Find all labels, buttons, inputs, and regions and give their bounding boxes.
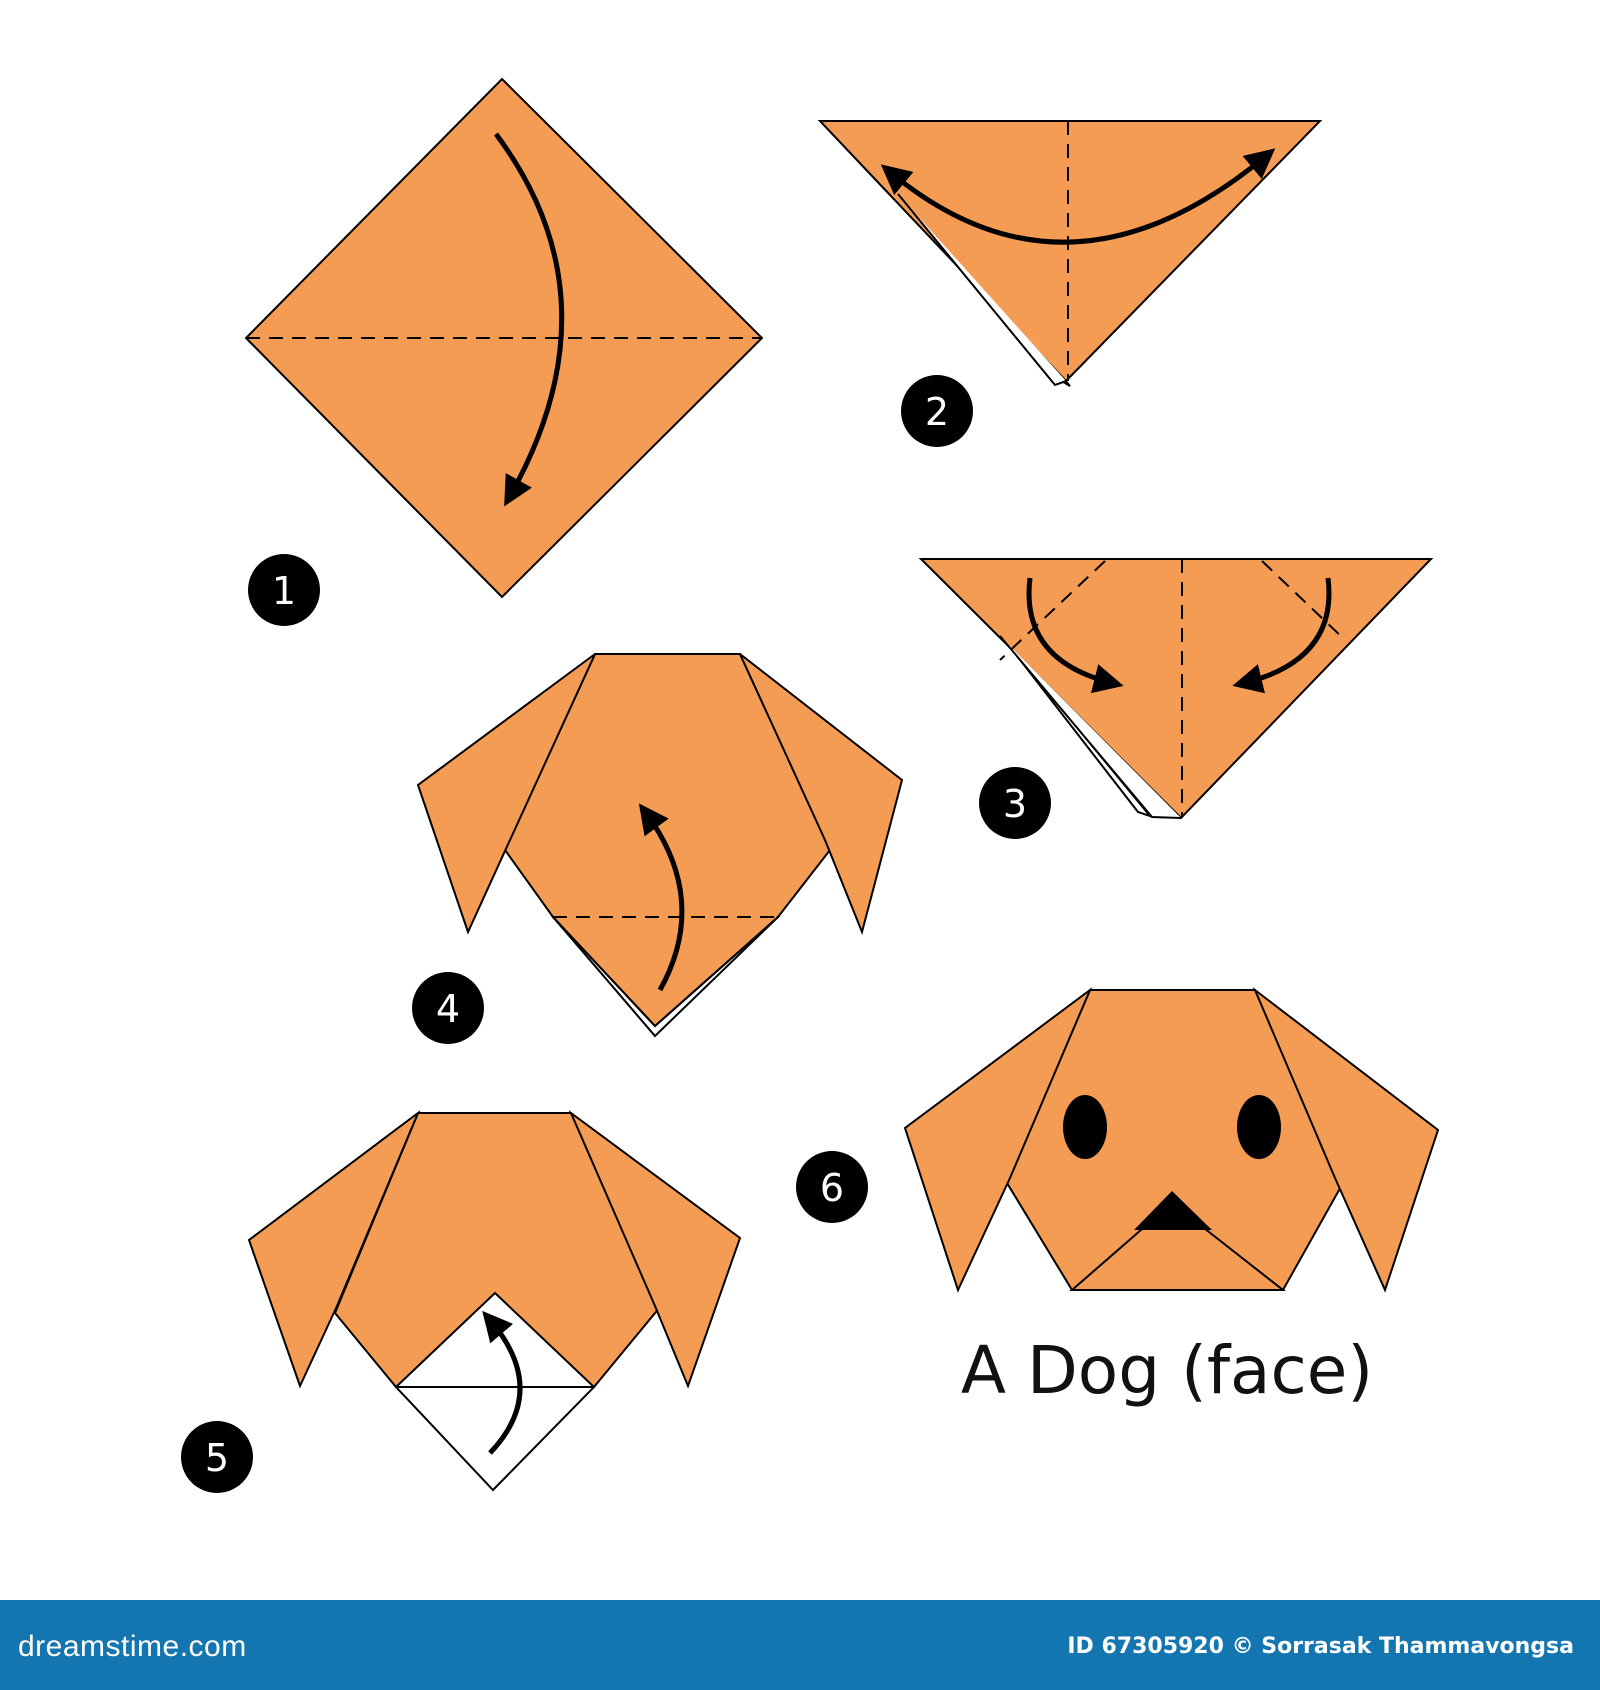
step-2-back-edge <box>897 193 1067 387</box>
footer-bar: dreamstime.com ID 67305920 © Sorrasak Th… <box>0 1600 1600 1690</box>
step-3-left-arrow <box>1026 577 1124 694</box>
step-3-back-edge <box>999 635 1182 819</box>
step-3-right-fold <box>1261 560 1346 641</box>
step-1: 1 <box>244 77 764 626</box>
step-2-badge <box>901 375 973 447</box>
step-1-fold-arrow <box>493 132 565 507</box>
step-1-badge <box>248 554 320 626</box>
step-5: 5 <box>181 1109 742 1493</box>
step-3-left-fold <box>999 560 1106 661</box>
step-5-right-ear <box>568 1109 742 1389</box>
step-2-paper-triangle <box>817 120 1323 383</box>
step-3-number: 3 <box>1003 782 1027 826</box>
diagram-title: A Dog (face) <box>961 1332 1373 1409</box>
step-6: 6 <box>796 986 1440 1293</box>
step-3-right-arrow <box>1232 577 1332 694</box>
step-6-badge <box>796 1151 868 1223</box>
step-4-left-ear <box>416 653 596 935</box>
footer-brand[interactable]: dreamstime.com <box>18 1630 247 1663</box>
step-6-nose <box>1134 1191 1212 1230</box>
step-4-right-ear <box>739 653 904 936</box>
step-2-number: 2 <box>925 390 949 434</box>
step-5-left-ear <box>247 1109 421 1389</box>
step-2-fold-arrow <box>880 148 1276 245</box>
step-4-fold-arrow <box>638 803 685 992</box>
step-4-number: 4 <box>436 987 460 1031</box>
step-6-number: 6 <box>820 1166 844 1210</box>
step-6-muzzle <box>1069 1201 1286 1291</box>
step-3-badge <box>979 767 1051 839</box>
step-4: 4 <box>412 653 904 1044</box>
step-5-number: 5 <box>205 1436 229 1480</box>
step-2: 2 <box>817 120 1323 447</box>
step-4-lower-edge <box>552 916 779 1028</box>
step-6-right-ear <box>1252 986 1440 1293</box>
footer-credit: ID 67305920 © Sorrasak Thammavongsa <box>1067 1634 1574 1659</box>
step-6-left-ear <box>903 986 1093 1293</box>
step-4-badge <box>412 972 484 1044</box>
step-6-left-eye <box>1063 1095 1107 1159</box>
step-5-badge <box>181 1421 253 1493</box>
origami-diagram: 1 2 3 4 <box>181 77 1440 1493</box>
step-3: 3 <box>918 558 1434 839</box>
step-1-number: 1 <box>272 569 296 613</box>
step-6-right-eye <box>1237 1095 1281 1159</box>
step-5-fold-arrow <box>482 1310 523 1455</box>
